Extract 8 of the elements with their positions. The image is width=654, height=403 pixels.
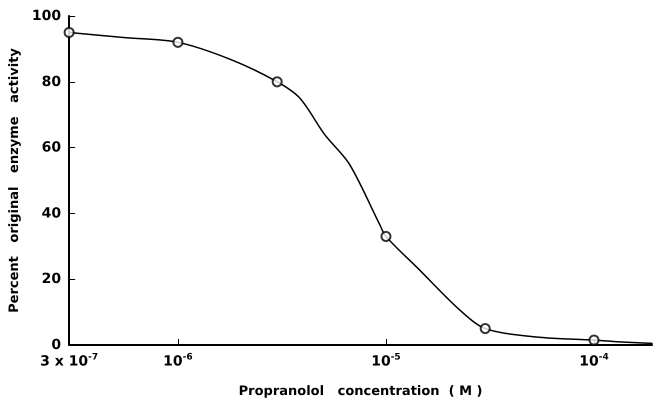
y-tick-label: 80: [42, 74, 62, 90]
y-axis-title: Percent original enzyme activity: [7, 48, 22, 313]
y-tick-label: 100: [32, 8, 62, 24]
y-tick-label: 20: [42, 271, 62, 288]
y-tick-label: 0: [51, 337, 62, 353]
y-tick-label: 40: [42, 205, 62, 222]
y-tick-label: 60: [42, 140, 62, 156]
x-axis-title: Propranolol concentration ( M ): [238, 384, 482, 399]
